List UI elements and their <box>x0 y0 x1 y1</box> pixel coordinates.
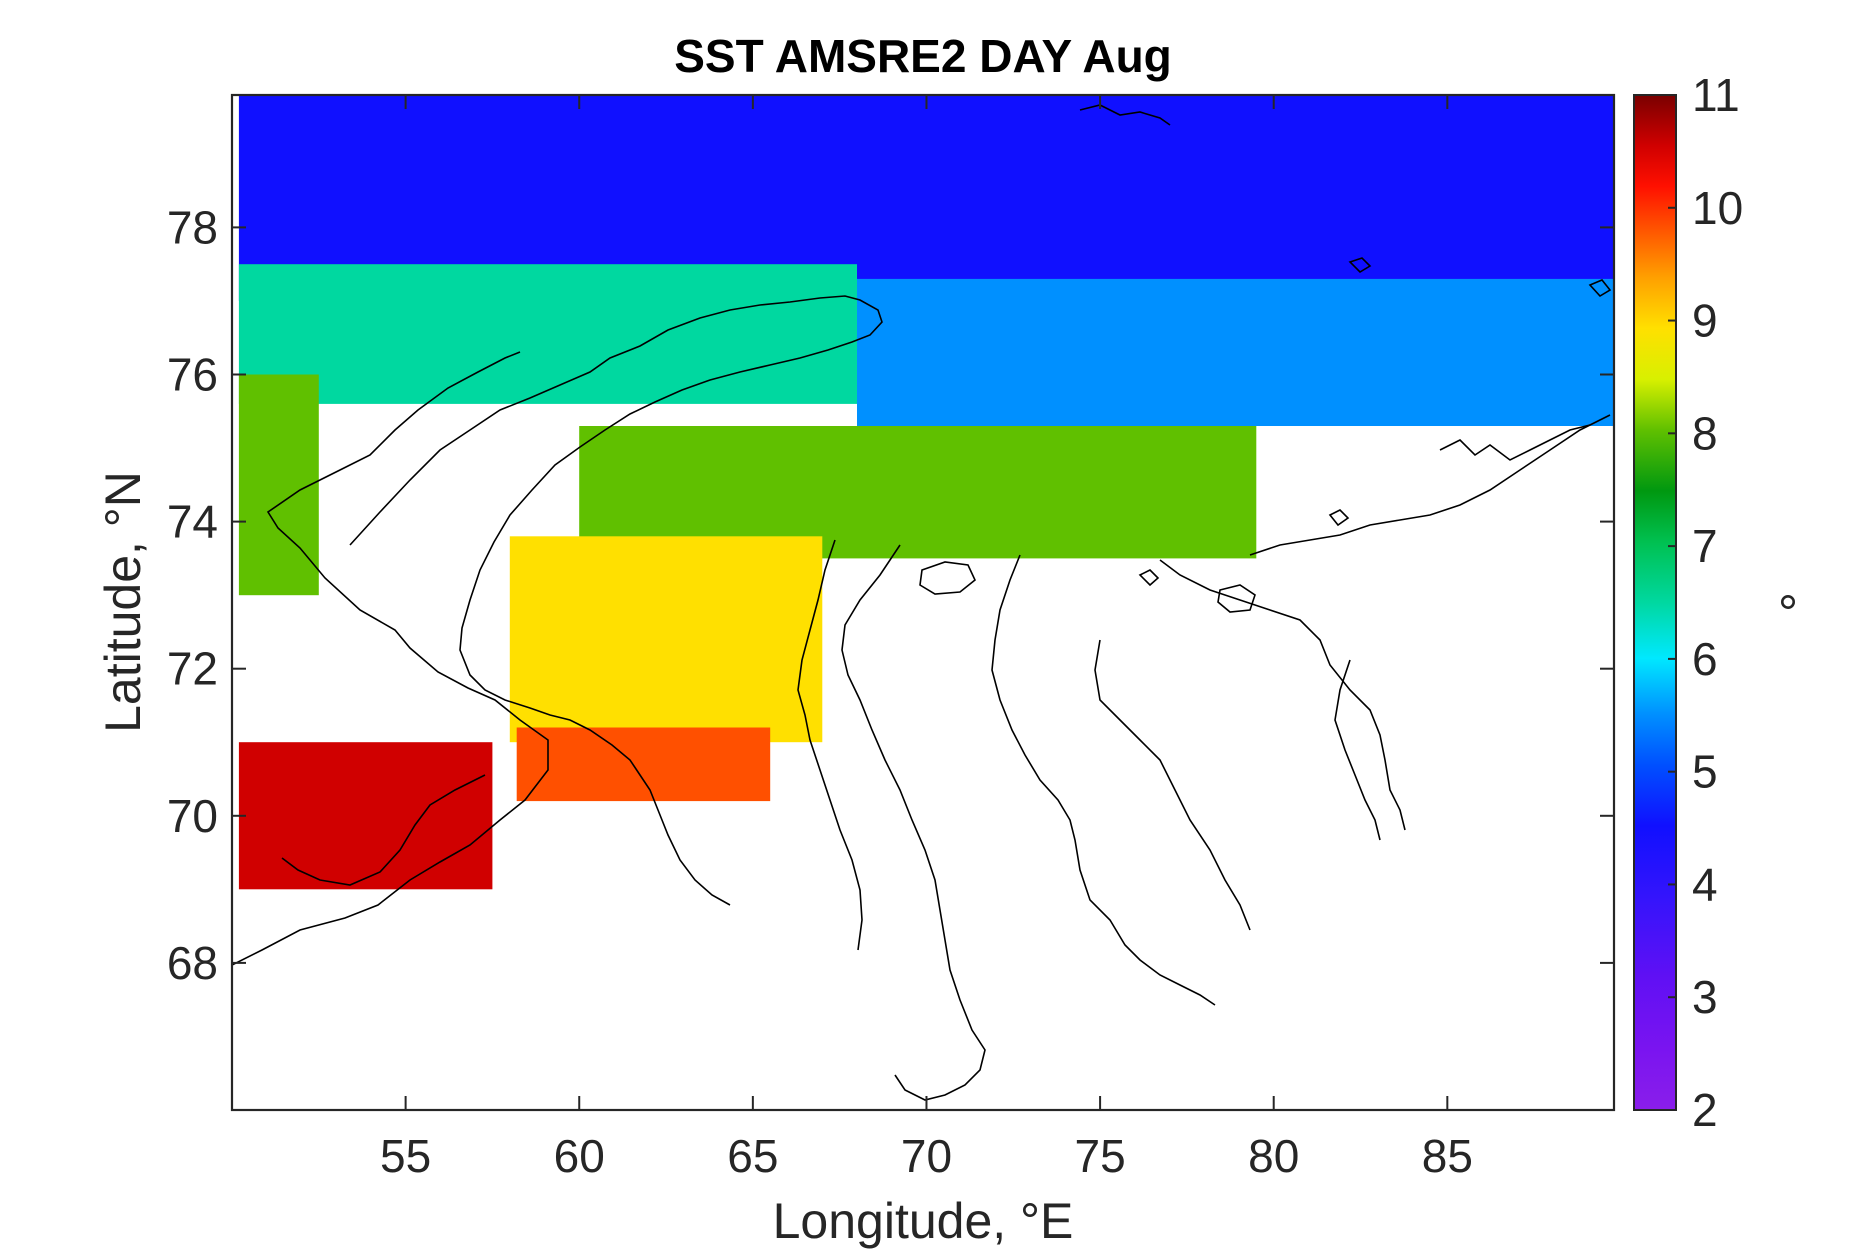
yamal-peninsula <box>841 544 986 1101</box>
colorbar-tick-label: 9 <box>1692 295 1718 347</box>
colorbar-tick-label: 3 <box>1692 971 1718 1023</box>
y-axis-label: Latitude, °N <box>95 471 151 733</box>
novaya-zemlya-shore <box>349 295 883 906</box>
y-tick-label: 68 <box>167 937 218 989</box>
coastlines <box>232 104 1612 1101</box>
x-tick-label: 65 <box>727 1130 778 1182</box>
y-tick-label: 70 <box>167 790 218 842</box>
x-tick-label: 75 <box>1075 1130 1126 1182</box>
colorbar-tick-label: 10 <box>1692 182 1743 234</box>
x-tick-label: 85 <box>1422 1130 1473 1182</box>
novaya-zemlya-east-coast <box>281 774 486 886</box>
severnaya-islands <box>1079 104 1171 126</box>
colorbar-tick-label: 7 <box>1692 520 1718 572</box>
chart-title: SST AMSRE2 DAY Aug <box>674 30 1172 82</box>
x-tick-label: 55 <box>380 1130 431 1182</box>
arctic-islands-east <box>1439 424 1591 461</box>
x-tick-label: 70 <box>901 1130 952 1182</box>
colorbar-label: ° <box>1749 592 1805 612</box>
small-island-1 <box>1348 257 1372 274</box>
x-tick-label: 80 <box>1248 1130 1299 1182</box>
y-tick-label: 78 <box>167 201 218 253</box>
novaya-zemlya-west-coast <box>232 351 549 966</box>
x-tick-label: 60 <box>554 1130 605 1182</box>
sst-region-barents-east-band <box>238 264 857 404</box>
colorbar-tick-label: 4 <box>1692 858 1718 910</box>
sst-region-barents-southeast <box>238 374 319 596</box>
taymyr-coast <box>1249 414 1611 556</box>
x-axis-label: Longitude, °E <box>773 1193 1074 1249</box>
colorbar-tick-label: 11 <box>1692 69 1740 121</box>
y-tick-label: 76 <box>167 348 218 400</box>
kara-island-1 <box>1138 569 1160 587</box>
sst-cells <box>238 95 1614 890</box>
small-island-2 <box>1588 279 1612 298</box>
sst-region-kara-southwest-coast <box>516 727 771 802</box>
ob-gulf-west-shore <box>797 539 863 951</box>
bilyy-island <box>919 561 976 595</box>
kara-island-2 <box>1328 509 1350 527</box>
y-tick-label: 72 <box>167 643 218 695</box>
colorbar-ticks: 2 3 4 5 6 7 8 9 10 11 <box>1668 69 1743 1136</box>
colorbar-tick-label: 2 <box>1692 1084 1718 1136</box>
colorbar-tick-label: 8 <box>1692 407 1718 459</box>
taz-bay-shore <box>1094 639 1251 931</box>
sst-region-pechora-sea <box>238 742 493 890</box>
yenisei-mouth <box>1334 659 1381 841</box>
sibiryakov-island <box>1217 584 1256 613</box>
y-tick-label: 74 <box>167 496 218 548</box>
colorbar-tick-label: 5 <box>1692 746 1718 798</box>
x-axis: 55 60 65 70 75 80 85 <box>380 95 1473 1182</box>
sst-region-kara-north-band <box>857 278 1614 426</box>
gydan-peninsula <box>991 554 1216 1006</box>
plot-frame <box>230 93 1616 1112</box>
colorbar-tick-label: 6 <box>1692 633 1718 685</box>
y-axis: 68 70 72 74 76 78 <box>167 201 1614 989</box>
colorbar <box>1633 94 1677 1111</box>
sst-region-kara-southwest <box>509 536 823 743</box>
